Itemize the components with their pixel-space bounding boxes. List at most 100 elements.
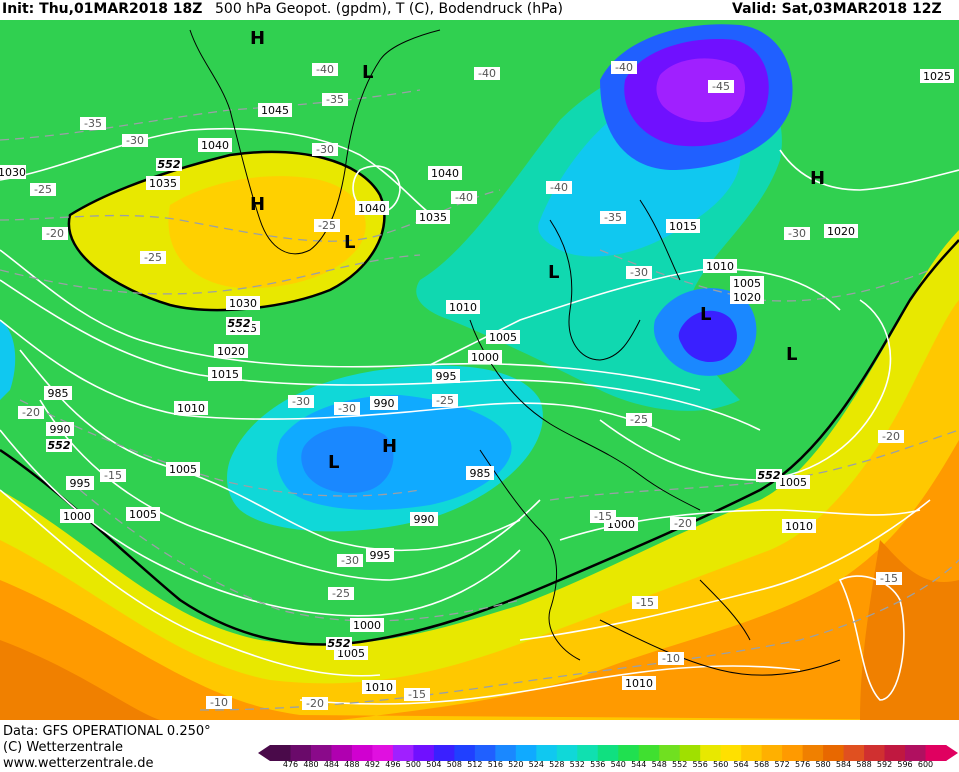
init-time: Init: Thu,01MAR2018 18Z xyxy=(2,1,203,17)
high-greenland-core xyxy=(168,176,366,289)
colorbar-swatch xyxy=(413,745,435,761)
weather-map: 1045 1040 1035 1040 1040 1035 1030 1025 … xyxy=(0,20,959,720)
svg-text:1005: 1005 xyxy=(733,277,761,290)
isotherm-label: -40 xyxy=(312,63,338,76)
svg-text:1030: 1030 xyxy=(229,297,257,310)
svg-text:-30: -30 xyxy=(630,266,648,279)
svg-text:995: 995 xyxy=(70,477,91,490)
isobar-label-1010: 1010 xyxy=(174,401,208,415)
svg-text:-10: -10 xyxy=(662,652,680,665)
colorbar-swatch xyxy=(843,745,865,761)
isobar-label-985: 985 xyxy=(466,466,494,480)
svg-text:1035: 1035 xyxy=(419,211,447,224)
svg-text:1005: 1005 xyxy=(337,647,365,660)
colorbar-swatch xyxy=(372,745,394,761)
colorbar-tick-label: 488 xyxy=(344,760,360,769)
colorbar-tick-label: 524 xyxy=(528,760,544,769)
colorbar-tick-label: 492 xyxy=(364,760,381,769)
svg-text:1010: 1010 xyxy=(365,681,393,694)
isotherm-label: -45 xyxy=(708,80,734,93)
colorbar-swatch xyxy=(905,745,927,761)
header-bar: Init: Thu,01MAR2018 18Z 500 hPa Geopot. … xyxy=(0,0,959,20)
isobars xyxy=(0,127,959,705)
colorbar-tick-label: 548 xyxy=(651,760,667,769)
colorbar-swatch xyxy=(720,745,742,761)
colorbar-swatch xyxy=(782,745,804,761)
svg-text:552: 552 xyxy=(48,439,71,452)
svg-text:-40: -40 xyxy=(316,63,334,76)
colorbar-swatch xyxy=(270,745,291,761)
colorbar-tick-label: 564 xyxy=(733,760,749,769)
colorbar-tick-label: 496 xyxy=(385,760,401,769)
isotherm-label: -25 xyxy=(30,183,56,196)
colorbar-swatch xyxy=(495,745,517,761)
colorbar-tick-label: 572 xyxy=(774,760,790,769)
colorbar-arrow-right xyxy=(946,745,958,761)
warm-band-orange xyxy=(0,300,959,720)
isobar-label-990: 990 xyxy=(46,422,74,436)
isotherm-label: -35 xyxy=(80,117,106,130)
colorbar-swatch xyxy=(515,745,537,761)
isotherm-label: -30 xyxy=(288,395,314,408)
isobar-label-1010: 1010 xyxy=(446,300,480,314)
isobar-label-1015: 1015 xyxy=(666,219,700,233)
high-marker: H xyxy=(250,194,265,215)
svg-text:990: 990 xyxy=(374,397,395,410)
isotherm-label: -15 xyxy=(404,688,430,701)
colorbar-swatch xyxy=(802,745,824,761)
low-central-core xyxy=(678,310,737,363)
colorbar-swatch xyxy=(679,745,701,761)
colorbar-tick-label: 580 xyxy=(815,760,831,769)
colorbar-tick-label: 516 xyxy=(487,760,503,769)
isobar-label-1035: 1035 xyxy=(416,210,450,224)
copyright: (C) Wetterzentrale xyxy=(3,740,124,755)
svg-text:552: 552 xyxy=(158,158,181,171)
colorbar-swatch xyxy=(638,745,660,761)
svg-text:-25: -25 xyxy=(630,413,648,426)
svg-text:-20: -20 xyxy=(22,406,40,419)
svg-text:-20: -20 xyxy=(674,517,692,530)
svg-text:1005: 1005 xyxy=(169,463,197,476)
isotherm-label: -40 xyxy=(546,181,572,194)
colorbar-tick-label: 600 xyxy=(917,760,934,769)
colorbar-tick-label: 532 xyxy=(569,760,585,769)
svg-text:-15: -15 xyxy=(104,469,122,482)
isotherm-label: -20 xyxy=(42,227,68,240)
isobar-label-1005: 1005 xyxy=(166,462,200,476)
low-marker: L xyxy=(786,344,797,365)
website-link[interactable]: www.wetterzentrale.de xyxy=(3,756,154,771)
isobar-label-985: 985 xyxy=(44,386,72,400)
svg-text:552: 552 xyxy=(758,469,781,482)
isobar-label-990: 990 xyxy=(410,512,438,526)
colorbar-swatch xyxy=(392,745,414,761)
isotherm-label: -30 xyxy=(784,227,810,240)
svg-text:-15: -15 xyxy=(408,688,426,701)
isobar-label-990: 990 xyxy=(370,396,398,410)
svg-text:990: 990 xyxy=(50,423,71,436)
svg-text:985: 985 xyxy=(48,387,69,400)
svg-text:-30: -30 xyxy=(341,554,359,567)
colorbar-swatch xyxy=(556,745,578,761)
isobar-label-1000: 1000 xyxy=(468,350,502,364)
svg-text:1040: 1040 xyxy=(358,202,386,215)
isobar-label-1000: 1000 xyxy=(60,509,94,523)
svg-text:-40: -40 xyxy=(478,67,496,80)
svg-text:1000: 1000 xyxy=(471,351,499,364)
high-marker: H xyxy=(810,168,825,189)
svg-text:1025: 1025 xyxy=(923,70,951,83)
colorbar-swatch xyxy=(474,745,496,761)
svg-text:985: 985 xyxy=(470,467,491,480)
svg-text:552: 552 xyxy=(328,637,351,650)
svg-text:1045: 1045 xyxy=(261,104,289,117)
isotherm-label: -15 xyxy=(590,510,616,523)
colorbar-tick-label: 528 xyxy=(549,760,565,769)
colorbar-swatch xyxy=(884,745,906,761)
colorbar-tick-label: 476 xyxy=(282,760,299,769)
low-marker: L xyxy=(362,62,373,83)
isobar-label-1005: 1005 xyxy=(126,507,160,521)
svg-text:-15: -15 xyxy=(880,572,898,585)
colorbar-swatch xyxy=(331,745,353,761)
svg-text:-30: -30 xyxy=(292,395,310,408)
low-marker: L xyxy=(700,304,711,325)
